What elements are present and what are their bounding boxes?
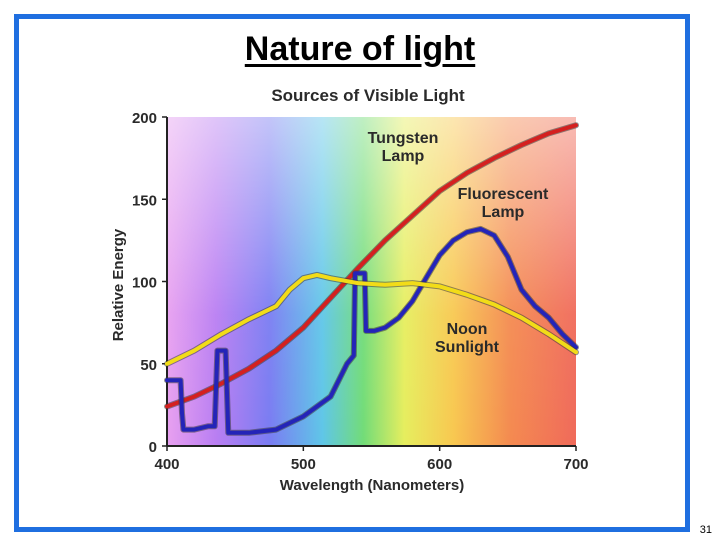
- y-tick-label: 0: [149, 439, 157, 456]
- slide-number: 31: [699, 524, 712, 536]
- x-tick-label: 400: [154, 456, 179, 473]
- tungsten-lamp-label: Lamp: [382, 148, 425, 165]
- noon-sunlight-label: Noon: [447, 321, 488, 338]
- y-tick-label: 100: [132, 275, 157, 292]
- noon-sunlight-label: Sunlight: [435, 339, 500, 356]
- tungsten-lamp-line: [165, 123, 578, 409]
- slide-title: Nature of light: [244, 30, 476, 68]
- y-axis-label: Relative Energy: [110, 228, 127, 341]
- slide-frame: [14, 14, 690, 532]
- fluorescent-lamp-label: Fluorescent: [458, 186, 549, 203]
- y-tick-label: 150: [132, 192, 157, 209]
- noon-sunlight-line: [165, 272, 578, 366]
- y-tick-label: 200: [132, 110, 157, 127]
- x-tick-label: 500: [291, 456, 316, 473]
- x-axis-label: Wavelength (Nanometers): [280, 477, 464, 494]
- y-tick-label: 50: [140, 357, 157, 374]
- fluorescent-lamp-label: Lamp: [482, 204, 525, 221]
- x-tick-label: 600: [427, 456, 452, 473]
- chart-title: Sources of Visible Light: [271, 86, 465, 105]
- tungsten-lamp-label: Tungsten: [368, 130, 439, 147]
- x-tick-label: 700: [563, 456, 588, 473]
- fluorescent-lamp-line: [165, 226, 578, 435]
